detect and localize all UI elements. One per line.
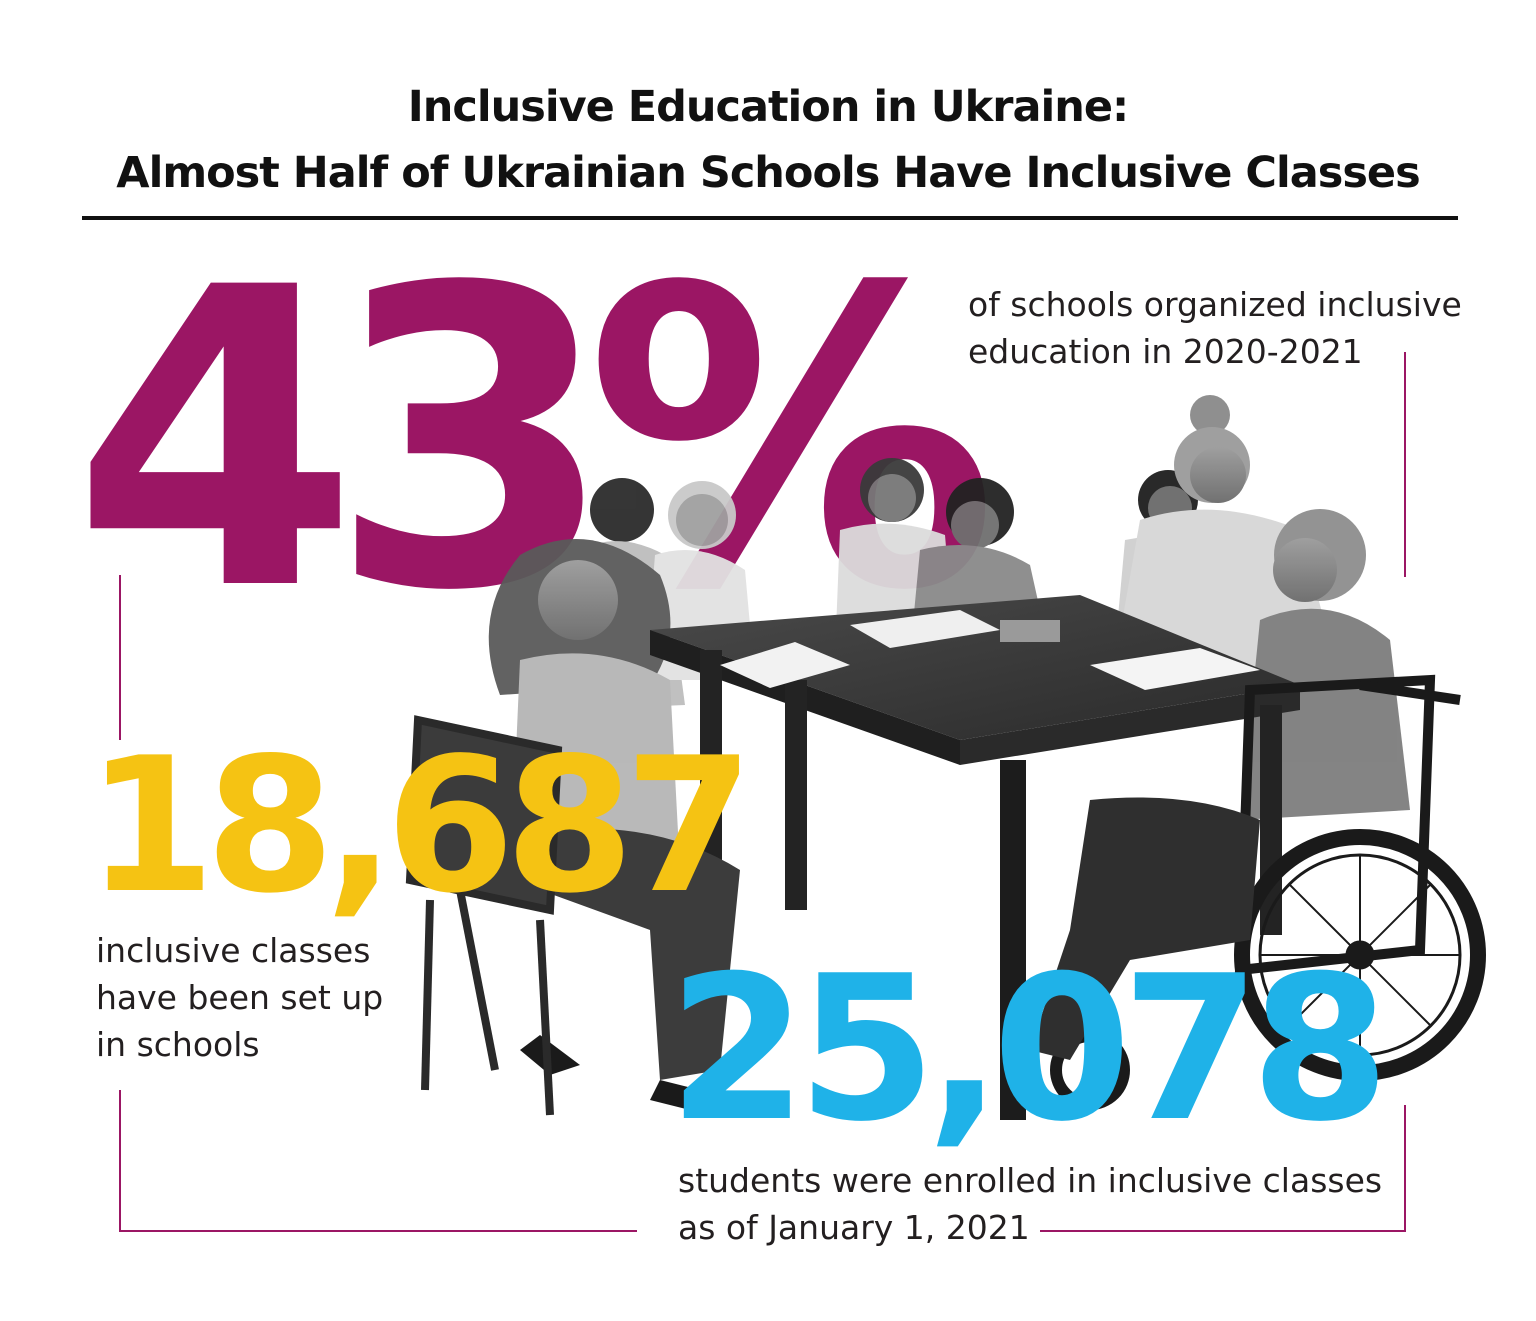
title-line-2: Almost Half of Ukrainian Schools Have In… [116,148,1420,198]
stat-43-caption: of schools organized inclusive education… [968,281,1462,375]
chair [405,715,563,1116]
stat-25078-caption: students were enrolled in inclusive clas… [678,1157,1382,1251]
stat-25078-caption-line-2: as of January 1, 2021 [678,1208,1030,1247]
classroom-table [650,595,1300,1120]
stat-18687-caption: inclusive classes have been set up in sc… [96,927,383,1068]
title-divider [82,216,1458,220]
title-line-1: Inclusive Education in Ukraine: [407,82,1129,132]
stat-25078-caption-line-1: students were enrolled in inclusive clas… [678,1161,1383,1200]
stat-18687-caption-line-3: in schools [96,1025,260,1064]
frame-left-upper-line [119,575,121,740]
stat-18687-value: 18,687 [86,717,754,934]
stat-18687-caption-line-1: inclusive classes [96,931,371,970]
frame-bottom-right-line [1040,1230,1406,1232]
infographic-title: Inclusive Education in Ukraine: Almost H… [0,74,1536,206]
classroom-photo [405,395,1486,1120]
stat-43-caption-line-2: education in 2020-2021 [968,332,1363,371]
wheelchair [1050,674,1486,1110]
stat-43-caption-line-1: of schools organized inclusive [968,285,1462,324]
frame-right-lower-line [1404,1105,1406,1232]
frame-right-upper-line [1404,352,1406,577]
frame-left-lower-line [119,1090,121,1232]
frame-bottom-left-line [119,1230,637,1232]
stat-25078-value: 25,078 [668,933,1390,1166]
stat-18687-caption-line-2: have been set up [96,978,384,1017]
